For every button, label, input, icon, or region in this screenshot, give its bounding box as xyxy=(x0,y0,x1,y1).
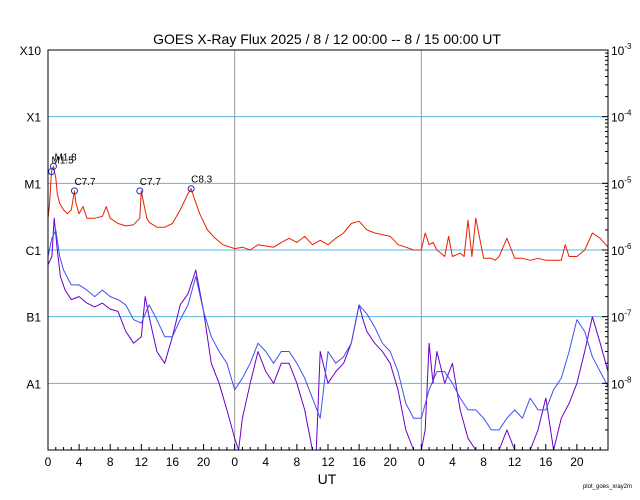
flare-marker xyxy=(49,162,57,170)
y-left-label: M1 xyxy=(24,177,41,191)
x-tick-label: 0 xyxy=(418,455,425,469)
y-right-exponent: -7 xyxy=(624,309,632,318)
flare-annotations: M1.5M1.8 C7.7 C7.7 C8.3 xyxy=(48,152,213,195)
y-right-label: 10-4 xyxy=(611,109,632,125)
chart-title: GOES X-Ray Flux 2025 / 8 / 12 00:00 -- 8… xyxy=(153,31,501,47)
y-left-label: B1 xyxy=(26,311,41,325)
x-tick-label: 20 xyxy=(384,455,398,469)
y-right-base: 10 xyxy=(611,244,625,258)
x-tick-label: 20 xyxy=(197,455,211,469)
footer-credit: plot_goes_xray2m xyxy=(583,484,632,490)
y-right-exponent: -3 xyxy=(624,42,632,51)
y-right-label: 10-5 xyxy=(611,175,632,191)
x-tick-label: 8 xyxy=(480,455,487,469)
y-right-exponent: -8 xyxy=(624,375,632,384)
y-right-base: 10 xyxy=(611,44,625,58)
x-tick-label: 16 xyxy=(539,455,553,469)
flare-label: C7.7 xyxy=(74,177,96,188)
y-left-label: X10 xyxy=(20,44,42,58)
gridlines xyxy=(48,49,608,384)
y-left-label: C1 xyxy=(26,244,42,258)
flare-label: C7.7 xyxy=(140,177,162,188)
flare-marker xyxy=(70,187,78,195)
y-right-exponent: -6 xyxy=(624,242,632,251)
x-tick-label: 0 xyxy=(45,455,52,469)
y-left-label: A1 xyxy=(26,377,41,391)
y-right-label: 10-6 xyxy=(611,242,632,258)
series-line-1 xyxy=(47,165,609,261)
x-tick-label: 0 xyxy=(231,455,238,469)
y-right-label: 10-8 xyxy=(611,375,632,391)
x-tick-label: 4 xyxy=(449,455,456,469)
x-tick-label: 16 xyxy=(352,455,366,469)
y-right-base: 10 xyxy=(611,111,625,125)
flare-label: C8.3 xyxy=(191,175,213,186)
x-tick-label: 4 xyxy=(76,455,83,469)
flare-marker xyxy=(136,187,144,195)
series-line-3 xyxy=(47,229,609,431)
y-right-base: 10 xyxy=(611,377,625,391)
x-tick-label: 20 xyxy=(570,455,584,469)
x-tick-label: 4 xyxy=(262,455,269,469)
x-tick-label: 16 xyxy=(166,455,180,469)
x-axis-label: UT xyxy=(318,471,337,487)
x-axis-ticks: 0 4 8 12 16 20 0 4 8 12 16 20 0 4 8 12 16 20 xyxy=(45,444,601,469)
x-tick-label: 8 xyxy=(294,455,301,469)
y-right-label: 10-3 xyxy=(611,42,632,58)
y-right-label: 10-7 xyxy=(611,309,632,325)
y-right-base: 10 xyxy=(611,311,625,325)
flux-series xyxy=(47,165,609,451)
series-line-2 xyxy=(47,217,609,451)
flare-marker xyxy=(187,185,195,193)
x-tick-label: 8 xyxy=(107,455,114,469)
flare-label: M1.5 xyxy=(52,156,75,167)
y-right-base: 10 xyxy=(611,177,625,191)
x-tick-label: 12 xyxy=(135,455,149,469)
y-right-exponent: -5 xyxy=(624,175,632,184)
flare-label: M1.8 xyxy=(54,152,77,163)
y-right-exponent: -4 xyxy=(624,109,632,118)
x-tick-label: 12 xyxy=(321,455,335,469)
x-tick-label: 12 xyxy=(508,455,522,469)
y-left-label: X1 xyxy=(26,111,41,125)
